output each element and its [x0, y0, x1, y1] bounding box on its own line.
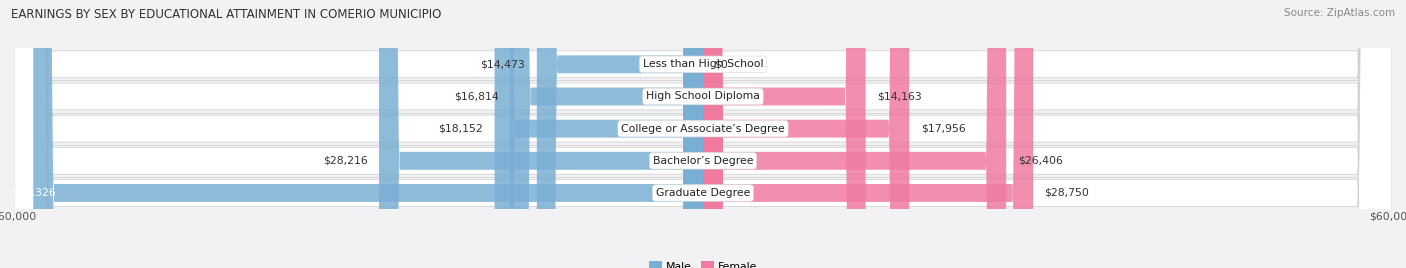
Text: $0: $0 — [714, 59, 728, 69]
FancyBboxPatch shape — [14, 0, 1392, 268]
Text: $26,406: $26,406 — [1018, 156, 1063, 166]
FancyBboxPatch shape — [14, 0, 1392, 268]
Text: $58,326: $58,326 — [11, 188, 56, 198]
FancyBboxPatch shape — [34, 0, 703, 268]
Text: $14,473: $14,473 — [481, 59, 526, 69]
Text: $28,216: $28,216 — [323, 156, 367, 166]
FancyBboxPatch shape — [380, 0, 703, 268]
Text: $18,152: $18,152 — [439, 124, 484, 134]
Legend: Male, Female: Male, Female — [644, 257, 762, 268]
Text: Graduate Degree: Graduate Degree — [655, 188, 751, 198]
FancyBboxPatch shape — [703, 0, 910, 268]
Text: $17,956: $17,956 — [921, 124, 966, 134]
Text: College or Associate’s Degree: College or Associate’s Degree — [621, 124, 785, 134]
Text: High School Diploma: High School Diploma — [647, 91, 759, 102]
FancyBboxPatch shape — [14, 0, 1392, 268]
Text: Less than High School: Less than High School — [643, 59, 763, 69]
FancyBboxPatch shape — [703, 0, 1033, 268]
Text: EARNINGS BY SEX BY EDUCATIONAL ATTAINMENT IN COMERIO MUNICIPIO: EARNINGS BY SEX BY EDUCATIONAL ATTAINMEN… — [11, 8, 441, 21]
Text: Bachelor’s Degree: Bachelor’s Degree — [652, 156, 754, 166]
FancyBboxPatch shape — [510, 0, 703, 268]
FancyBboxPatch shape — [495, 0, 703, 268]
Text: Source: ZipAtlas.com: Source: ZipAtlas.com — [1284, 8, 1395, 18]
Text: $28,750: $28,750 — [1045, 188, 1090, 198]
Text: $14,163: $14,163 — [877, 91, 922, 102]
Text: $16,814: $16,814 — [454, 91, 499, 102]
FancyBboxPatch shape — [14, 0, 1392, 268]
FancyBboxPatch shape — [703, 0, 866, 268]
FancyBboxPatch shape — [14, 0, 1392, 268]
FancyBboxPatch shape — [537, 0, 703, 268]
FancyBboxPatch shape — [703, 0, 1007, 268]
